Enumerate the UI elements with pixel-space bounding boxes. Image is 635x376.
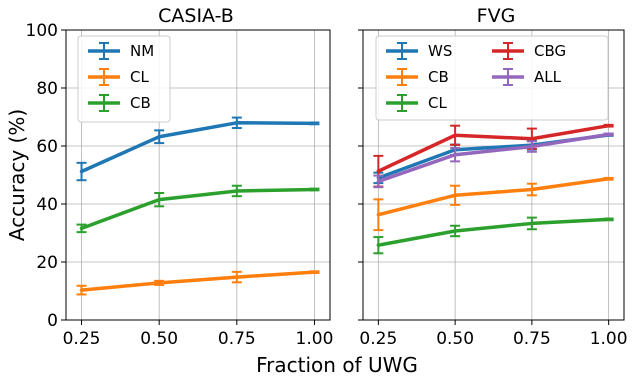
y-tick-label: 40: [36, 195, 58, 215]
error-bar: [76, 223, 87, 234]
error-bar: [309, 270, 320, 275]
legend-label: CB: [428, 68, 449, 86]
series-line: [79, 121, 317, 174]
error-bar: [450, 124, 461, 146]
error-bar: [154, 129, 165, 145]
legend-item-cl: CL: [386, 94, 447, 112]
legend-label: WS: [428, 42, 452, 60]
legend-item-cb: CB: [386, 68, 449, 86]
error-bar: [603, 132, 614, 137]
error-bar: [309, 187, 320, 192]
error-bar: [231, 116, 242, 130]
legend-label: CBG: [534, 42, 566, 60]
y-axis-label: Accuracy (%): [5, 109, 29, 241]
error-bar: [231, 184, 242, 198]
error-bar: [603, 176, 614, 181]
series-cl: [76, 270, 320, 296]
series-cbg: [373, 123, 614, 188]
x-tick-label: 0.25: [359, 329, 397, 349]
error-bar: [526, 216, 537, 231]
y-tick-label: 20: [36, 253, 58, 273]
series-line: [79, 187, 317, 231]
series-line: [79, 270, 317, 292]
panel-title-casia-b: CASIA-B: [158, 5, 234, 27]
panel-fvg: FVG 0.25 0.50 0.75 1.00 WS CB CL CBG ALL: [358, 5, 628, 349]
panel-casia-b: CASIA-B Accuracy (%) 0 20 40 60 80 100 0.25 0.5…: [5, 5, 333, 349]
error-bar: [603, 217, 614, 222]
series-line: [376, 123, 611, 173]
y-tick-label: 60: [36, 137, 58, 157]
y-tick-label: 80: [36, 79, 58, 99]
x-axis-label: Fraction of UWG: [256, 353, 418, 376]
x-tick-label: 0.50: [436, 329, 474, 349]
x-tick-label: 0.50: [140, 329, 178, 349]
series-cl: [373, 216, 614, 255]
error-bar: [450, 224, 461, 238]
x-tick-label: 1.00: [296, 329, 334, 349]
series-all: [373, 132, 614, 189]
error-bar: [526, 140, 537, 153]
legend-item-all: ALL: [492, 68, 562, 86]
error-bar: [373, 236, 384, 255]
legend: NM CL CB: [77, 35, 171, 123]
error-bar: [450, 147, 461, 163]
legend-item-ws: WS: [386, 42, 452, 60]
x-tick-label: 1.00: [590, 329, 628, 349]
series-line: [376, 177, 611, 217]
legend-item-cb: CB: [88, 94, 151, 112]
legend-item-nm: NM: [88, 42, 154, 60]
legend-item-cl: CL: [88, 68, 149, 86]
error-bar: [76, 284, 87, 296]
error-bar: [373, 174, 384, 189]
x-tick-label: 0.25: [63, 329, 101, 349]
x-tick-label: 0.75: [513, 329, 551, 349]
series-cb: [76, 184, 320, 234]
series-nm: [76, 116, 320, 182]
legend-label: ALL: [534, 68, 562, 86]
y-tick-label: 0: [47, 311, 58, 331]
error-bar: [309, 121, 320, 126]
error-bar: [526, 182, 537, 197]
legend-frame: [77, 35, 171, 123]
error-bar: [450, 184, 461, 206]
legend-label: CL: [130, 68, 149, 86]
error-bar: [154, 279, 165, 286]
error-bar: [373, 198, 384, 232]
error-bar: [603, 123, 614, 128]
error-bar: [76, 161, 87, 182]
plot-frame: [362, 29, 625, 321]
legend-item-cbg: CBG: [492, 42, 566, 60]
legend-label: CL: [428, 94, 447, 112]
panel-title-fvg: FVG: [477, 5, 516, 27]
series-cb: [373, 176, 614, 232]
y-tick-label: 100: [26, 21, 58, 41]
x-tick-label: 0.75: [218, 329, 256, 349]
error-bar: [154, 191, 165, 208]
series-line: [376, 217, 611, 247]
series-line: [376, 132, 611, 184]
legend-label: CB: [130, 94, 151, 112]
plot-frame: [65, 29, 331, 321]
legend-label: NM: [130, 42, 154, 60]
error-bar: [231, 270, 242, 284]
legend: WS CB CL CBG ALL: [375, 35, 609, 121]
